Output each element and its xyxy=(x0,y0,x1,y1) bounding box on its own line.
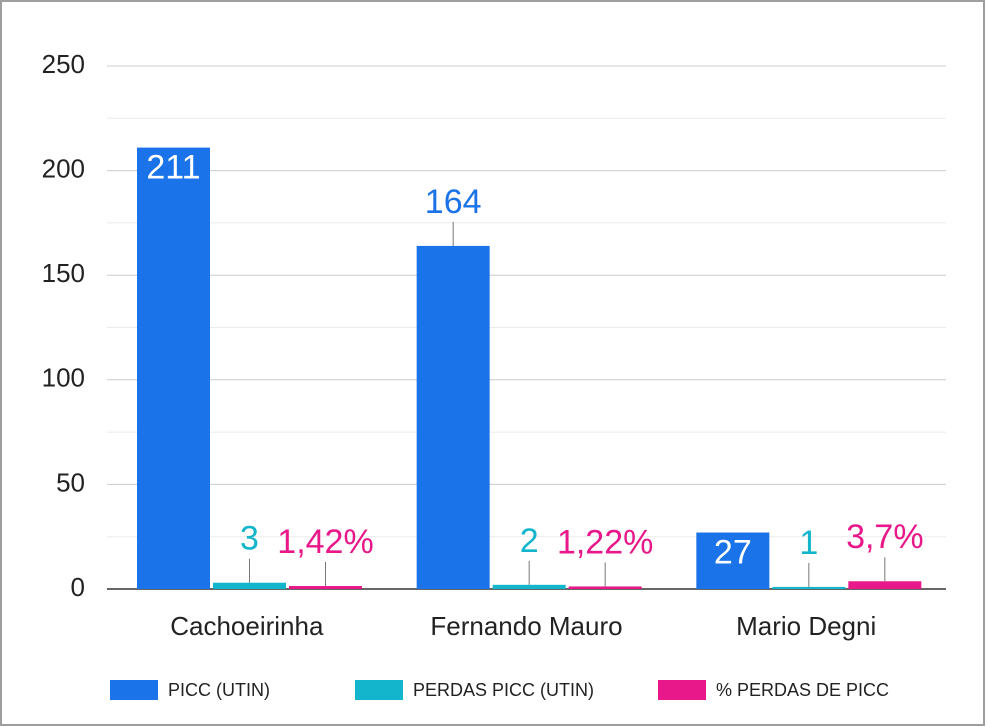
data-label: 1,42% xyxy=(277,523,373,561)
legend-swatch xyxy=(658,680,706,700)
data-label: 1 xyxy=(799,524,818,562)
y-tick-label: 0 xyxy=(71,572,85,602)
bar xyxy=(289,586,362,589)
bar xyxy=(492,584,566,589)
bar xyxy=(213,582,286,589)
x-tick-label: Mario Degni xyxy=(736,611,876,641)
y-tick-label: 250 xyxy=(42,49,85,79)
y-tick-label: 50 xyxy=(56,467,85,497)
data-label: 27 xyxy=(714,534,752,572)
x-tick-label: Cachoeirinha xyxy=(170,611,324,641)
legend-swatch xyxy=(110,680,158,700)
data-label: 3,7% xyxy=(846,518,924,556)
x-tick-label: Fernando Mauro xyxy=(430,611,622,641)
y-tick-label: 150 xyxy=(42,258,85,288)
bar xyxy=(137,147,210,589)
data-label: 3 xyxy=(240,520,259,558)
bar xyxy=(416,245,490,590)
data-label: 164 xyxy=(425,183,482,221)
bar xyxy=(568,586,642,589)
legend-swatch xyxy=(355,680,403,700)
legend-label: PERDAS PICC (UTIN) xyxy=(413,680,594,700)
data-label: 2 xyxy=(520,522,539,560)
bar xyxy=(848,581,922,589)
y-tick-label: 100 xyxy=(42,363,85,393)
data-label: 211 xyxy=(146,149,200,187)
data-label: 1,22% xyxy=(557,523,653,561)
legend-label: % PERDAS DE PICC xyxy=(716,680,889,700)
y-tick-label: 200 xyxy=(42,153,85,183)
legend-label: PICC (UTIN) xyxy=(168,680,270,700)
bar xyxy=(772,586,846,589)
bar xyxy=(696,532,770,589)
